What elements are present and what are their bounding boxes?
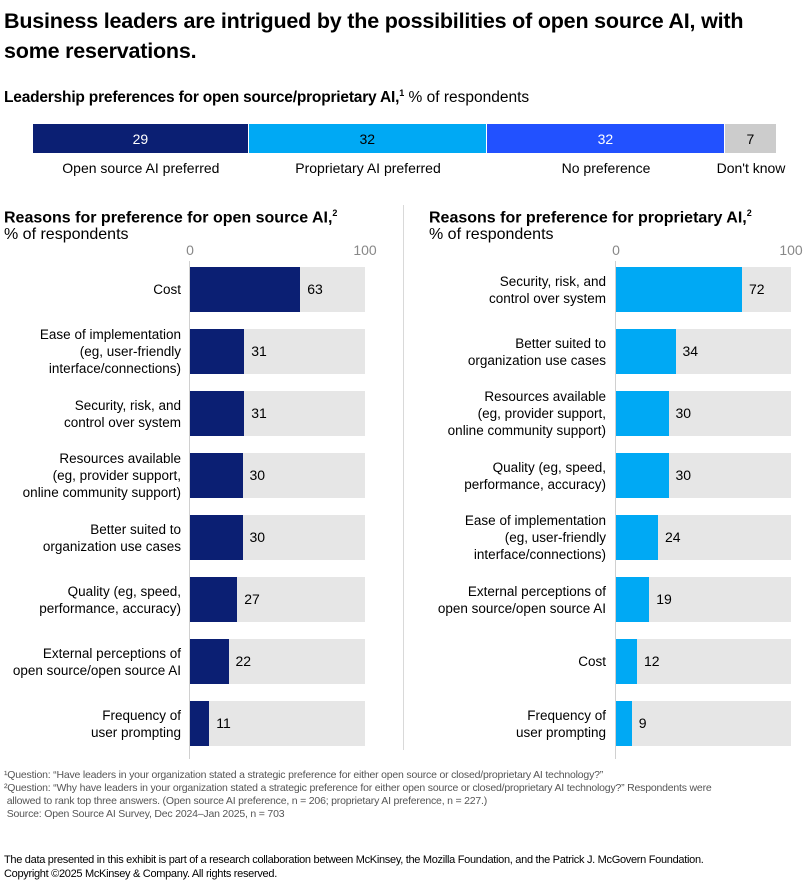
bar-value-label: 19: [656, 591, 672, 607]
footnote-1: ¹Question: “Have leaders in your organiz…: [4, 769, 604, 781]
bar-value-label: 24: [665, 529, 681, 545]
stacked-segment: 32: [248, 124, 487, 153]
bar: [616, 515, 658, 560]
stacked-chart-unit: % of respondents: [404, 89, 530, 107]
footnote-2: ²Question: “Why have leaders in your org…: [4, 782, 712, 794]
category-label: Quality (eg, speed, performance, accurac…: [464, 459, 606, 492]
bar: [616, 639, 637, 684]
category-label: External perceptions of open source/open…: [12, 645, 181, 678]
bar: [190, 701, 210, 746]
bar-value-label: 72: [749, 281, 765, 297]
bar-value-label: 27: [244, 591, 260, 607]
category-label: Security, risk, and control over system: [63, 397, 181, 430]
copyright: Copyright ©2025 McKinsey & Company. All …: [4, 868, 277, 880]
stacked-bar: 29 32 32 7: [33, 124, 777, 153]
chart-title: Business leaders are intrigued by the po…: [4, 9, 744, 63]
open-source-panel-title: Reasons for preference for open source A…: [4, 204, 337, 227]
footnote-mark: 2: [746, 208, 752, 218]
bar-track: [616, 639, 791, 684]
bar-value-label: 30: [249, 467, 266, 483]
stacked-segment-label: Open source AI preferred: [62, 160, 220, 176]
category-label: Cost: [578, 654, 606, 669]
category-label: Frequency of user prompting: [90, 707, 181, 740]
footnote-mark: 2: [332, 208, 338, 218]
axis-line: [615, 261, 616, 759]
category-label: Better suited to organization use cases: [42, 521, 181, 554]
bar: [190, 329, 245, 374]
category-label: Ease of implementation (eg, user-friendl…: [464, 513, 606, 562]
category-label: Quality (eg, speed, performance, accurac…: [39, 583, 181, 616]
bar-value-label: 31: [251, 343, 267, 359]
stacked-segment: 7: [724, 124, 777, 153]
bar: [190, 453, 243, 498]
category-label: Ease of implementation (eg, user-friendl…: [39, 327, 181, 376]
category-label: External perceptions of open source/open…: [437, 583, 606, 616]
axis-line: [189, 261, 190, 759]
stacked-segment: 32: [486, 124, 725, 153]
bar-value-label: 30: [675, 405, 692, 421]
bar-value-label: 30: [249, 529, 266, 545]
category-label: Resources available (eg, provider suppor…: [447, 389, 606, 438]
bar: [616, 329, 676, 374]
axis-tick-label: 0: [186, 242, 194, 258]
bar: [616, 453, 669, 498]
stacked-segment-label: Proprietary AI preferred: [295, 160, 441, 176]
bar-value-label: 12: [644, 653, 660, 669]
stacked-segment-label: No preference: [561, 160, 651, 176]
bar-value-label: 63: [307, 281, 323, 297]
stacked-chart-subtitle: Leadership preferences for open source/p…: [4, 83, 529, 108]
bar: [616, 577, 650, 622]
panel-divider: [403, 205, 404, 750]
category-label: Better suited to organization use cases: [467, 335, 606, 368]
bar-value-label: 22: [235, 653, 252, 669]
footnote-mark: 1: [399, 88, 405, 98]
category-label: Resources available (eg, provider suppor…: [22, 451, 181, 500]
bar: [190, 577, 238, 622]
proprietary-panel-unit: % of respondents: [429, 226, 554, 243]
bar-value-label: 30: [675, 467, 692, 483]
axis-tick-label: 0: [612, 242, 620, 258]
bar-value-label: 9: [638, 715, 647, 731]
bar: [190, 391, 245, 436]
bar: [190, 639, 229, 684]
credit-line: The data presented in this exhibit is pa…: [4, 854, 704, 866]
bar-value-label: 31: [251, 405, 267, 421]
proprietary-panel-title-text: Reasons for preference for proprietary A…: [429, 209, 747, 227]
source-note: Source: Open Source AI Survey, Dec 2024–…: [4, 808, 285, 820]
bar: [616, 701, 632, 746]
axis-tick-label: 100: [779, 242, 803, 258]
bar-value-label: 11: [216, 715, 231, 731]
open-source-panel-unit: % of respondents: [4, 226, 129, 243]
open-source-panel-title-text: Reasons for preference for open source A…: [4, 209, 333, 227]
bar: [190, 515, 243, 560]
category-label: Cost: [153, 282, 181, 297]
bar: [616, 391, 669, 436]
category-label: Frequency of user prompting: [515, 707, 606, 740]
bar-track: [190, 701, 365, 746]
bar: [616, 267, 742, 312]
axis-tick-label: 100: [353, 242, 377, 258]
stacked-segment: 29: [33, 124, 249, 153]
stacked-segment-label: Don't know: [716, 160, 786, 176]
category-label: Security, risk, and control over system: [488, 273, 606, 306]
proprietary-panel-title: Reasons for preference for proprietary A…: [429, 204, 752, 227]
footnote-2-cont: allowed to rank top three answers. (Open…: [4, 795, 488, 807]
bar-value-label: 34: [682, 343, 699, 359]
bar-track: [616, 701, 791, 746]
bar: [190, 267, 301, 312]
stacked-chart-title: Leadership preferences for open source/p…: [4, 89, 400, 107]
